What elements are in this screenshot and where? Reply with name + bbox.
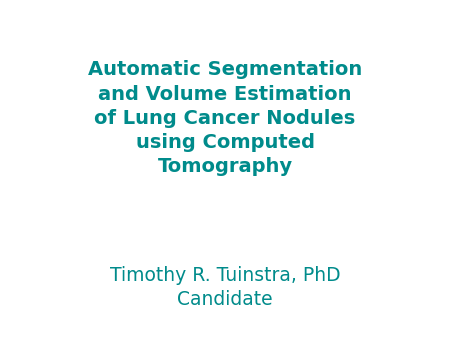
Text: Timothy R. Tuinstra, PhD
Candidate: Timothy R. Tuinstra, PhD Candidate (110, 266, 340, 309)
Text: Automatic Segmentation
and Volume Estimation
of Lung Cancer Nodules
using Comput: Automatic Segmentation and Volume Estima… (88, 60, 362, 176)
